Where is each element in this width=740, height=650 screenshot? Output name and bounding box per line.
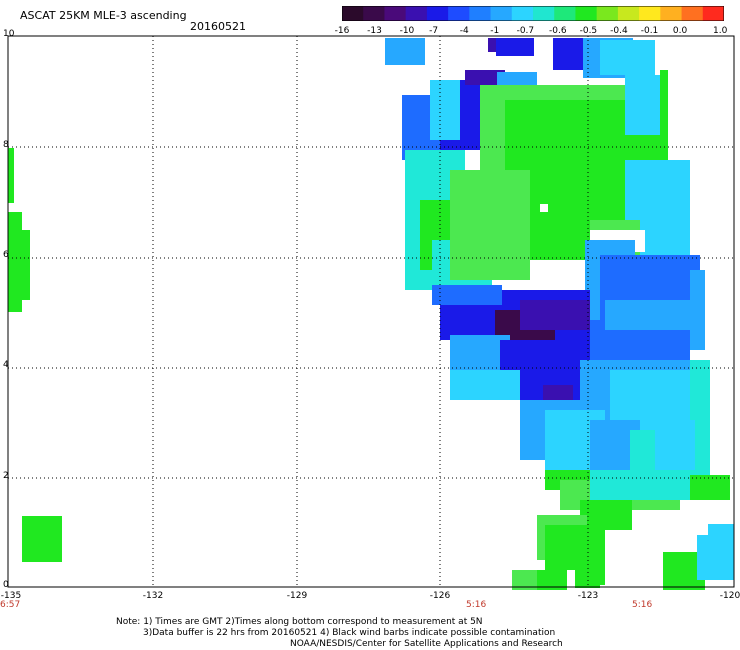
note-line-2: 3)Data buffer is 22 hrs from 20160521 4)…: [143, 628, 556, 638]
colorbar-segment: [342, 6, 364, 21]
data-cell: [595, 505, 605, 585]
colorbar-segment: [384, 6, 407, 21]
data-cell: [8, 148, 14, 203]
x-tick-120: -120: [719, 591, 740, 601]
colorbar-segment: [490, 6, 513, 21]
colorbar: [342, 6, 724, 21]
colorbar-label: 0.0: [672, 26, 688, 36]
data-cell: [512, 570, 537, 590]
colorbar-label: -0.5: [579, 26, 598, 36]
colorbar-segment: [511, 6, 534, 21]
data-cell: [530, 180, 590, 260]
data-cell: [14, 230, 30, 300]
colorbar-segment: [469, 6, 492, 21]
data-cell: [465, 70, 505, 85]
data-cell: [605, 300, 695, 330]
x-tick-129: -129: [286, 591, 308, 601]
colorbar-label: -7: [429, 26, 439, 36]
colorbar-segment: [575, 6, 598, 21]
map-title: ASCAT 25KM MLE-3 ascending: [20, 9, 187, 22]
note-line-1: Note: 1) Times are GMT 2)Times along bot…: [116, 617, 483, 627]
x-tick-126: -126: [429, 591, 451, 601]
data-cell: [660, 70, 668, 160]
data-cell: [640, 220, 690, 255]
x-tick-132: -132: [142, 591, 164, 601]
data-cell: [450, 170, 530, 280]
colorbar-label: -0.1: [640, 26, 659, 36]
colorbar-segment: [426, 6, 449, 21]
y-tick-6: 6: [3, 250, 9, 260]
colorbar-segment: [554, 6, 577, 21]
time-label-2: 5:16: [466, 600, 487, 610]
colorbar-label: 1.0: [713, 26, 728, 36]
data-cell: [708, 524, 734, 544]
colorbar-label: -1: [490, 26, 500, 36]
data-cell: [432, 285, 502, 305]
data-cell: [537, 570, 567, 590]
y-tick-2: 2: [3, 471, 9, 481]
note-line-3: NOAA/NESDIS/Center for Satellite Applica…: [290, 639, 563, 649]
data-cell: [22, 516, 62, 562]
colorbar-label: -0.4: [610, 26, 628, 36]
data-cell: [540, 204, 548, 212]
data-cell: [600, 40, 655, 75]
grid-lines: [8, 36, 734, 587]
plot-frame: [7, 35, 735, 588]
colorbar-segment: [660, 6, 683, 21]
y-tick-8: 8: [3, 140, 9, 150]
wind-data-layer: [8, 38, 734, 590]
data-cell: [496, 38, 534, 56]
y-tick-4: 4: [3, 360, 9, 370]
colorbar-segment: [363, 6, 386, 21]
data-cell: [520, 300, 590, 330]
colorbar-label: -0.7: [516, 26, 535, 36]
time-label-3: 5:16: [632, 600, 653, 610]
colorbar-segment: [617, 6, 640, 21]
y-tick-10: 10: [3, 29, 15, 39]
data-cell: [430, 80, 460, 140]
colorbar-segment: [702, 6, 724, 21]
colorbar-segment: [681, 6, 704, 21]
data-cell: [450, 370, 520, 400]
colorbar-segment: [596, 6, 619, 21]
colorbar-label: -4: [459, 26, 469, 36]
data-cell: [553, 38, 583, 70]
colorbar-label: -16: [334, 26, 350, 36]
colorbar-label: -0.6: [549, 26, 567, 36]
data-cell: [488, 38, 496, 52]
data-cell: [385, 38, 425, 65]
time-label-1: 6:57: [0, 600, 21, 610]
map-date: 20160521: [190, 20, 246, 33]
x-tick-123: -123: [577, 591, 599, 601]
data-cell: [625, 160, 690, 220]
colorbar-segment: [639, 6, 661, 21]
data-cell: [690, 475, 730, 500]
x-tick-135: -135: [0, 591, 22, 601]
data-cell: [625, 75, 665, 135]
colorbar-segment: [405, 6, 428, 21]
colorbar-segment: [533, 6, 555, 21]
colorbar-label: -13: [367, 26, 382, 36]
colorbar-label: -10: [399, 26, 415, 36]
y-tick-0: 0: [3, 580, 9, 590]
colorbar-segment: [448, 6, 470, 21]
